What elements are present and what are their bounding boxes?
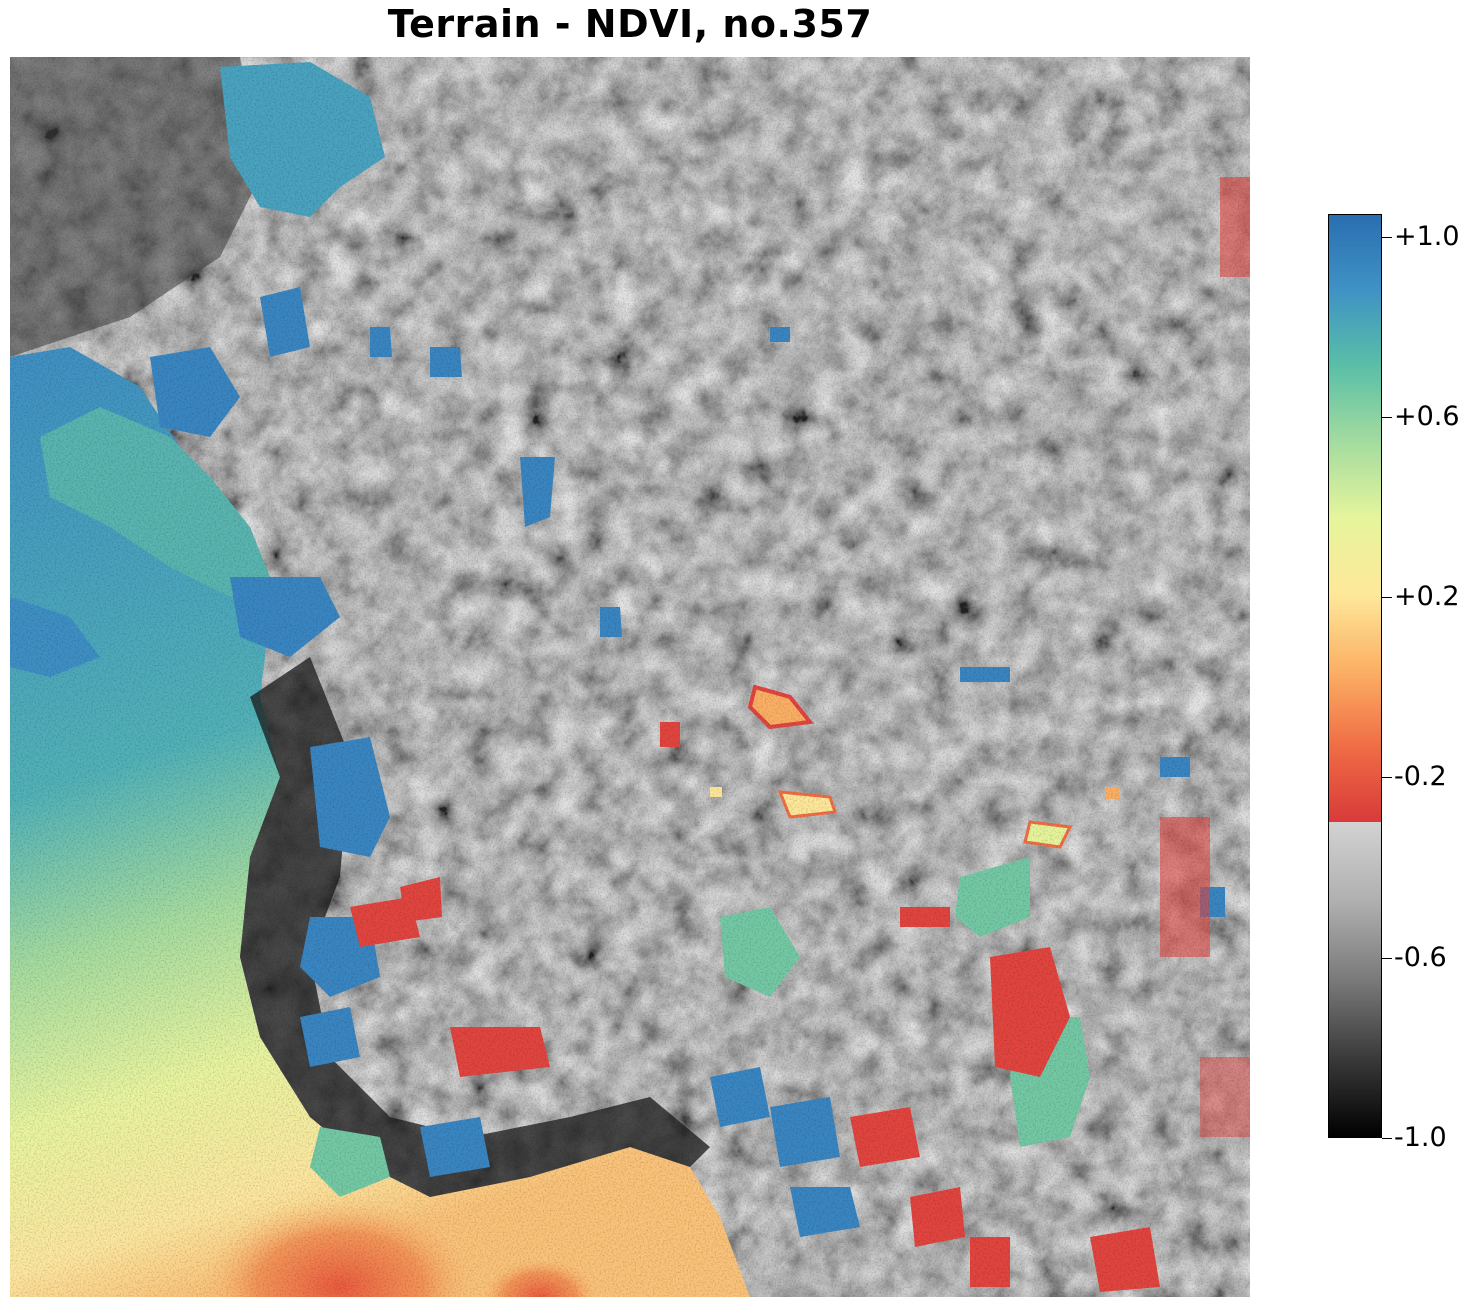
colorbar-tick [1382,597,1392,599]
colorbar [1328,214,1382,1138]
colorbar-tick [1382,777,1392,779]
grain-overlay [10,57,1250,1297]
colorbar-tick [1382,1138,1392,1139]
colorbar-tick [1382,416,1392,418]
colorbar-tick [1382,957,1392,959]
colorbar-tick-label: -0.2 [1394,761,1447,793]
colorbar-tick-label: -0.6 [1394,941,1447,973]
colorbar-tick-label: -1.0 [1394,1122,1447,1153]
ndvi-map [10,57,1250,1297]
colorbar-tick-label: +0.2 [1394,581,1460,613]
colorbar-tick-label: +0.6 [1394,400,1460,432]
colorbar-gradient [1329,215,1381,1137]
colorbar-tick [1382,236,1392,238]
chart-title: Terrain - NDVI, no.357 [387,2,873,46]
colorbar-tick-label: +1.0 [1394,220,1460,252]
